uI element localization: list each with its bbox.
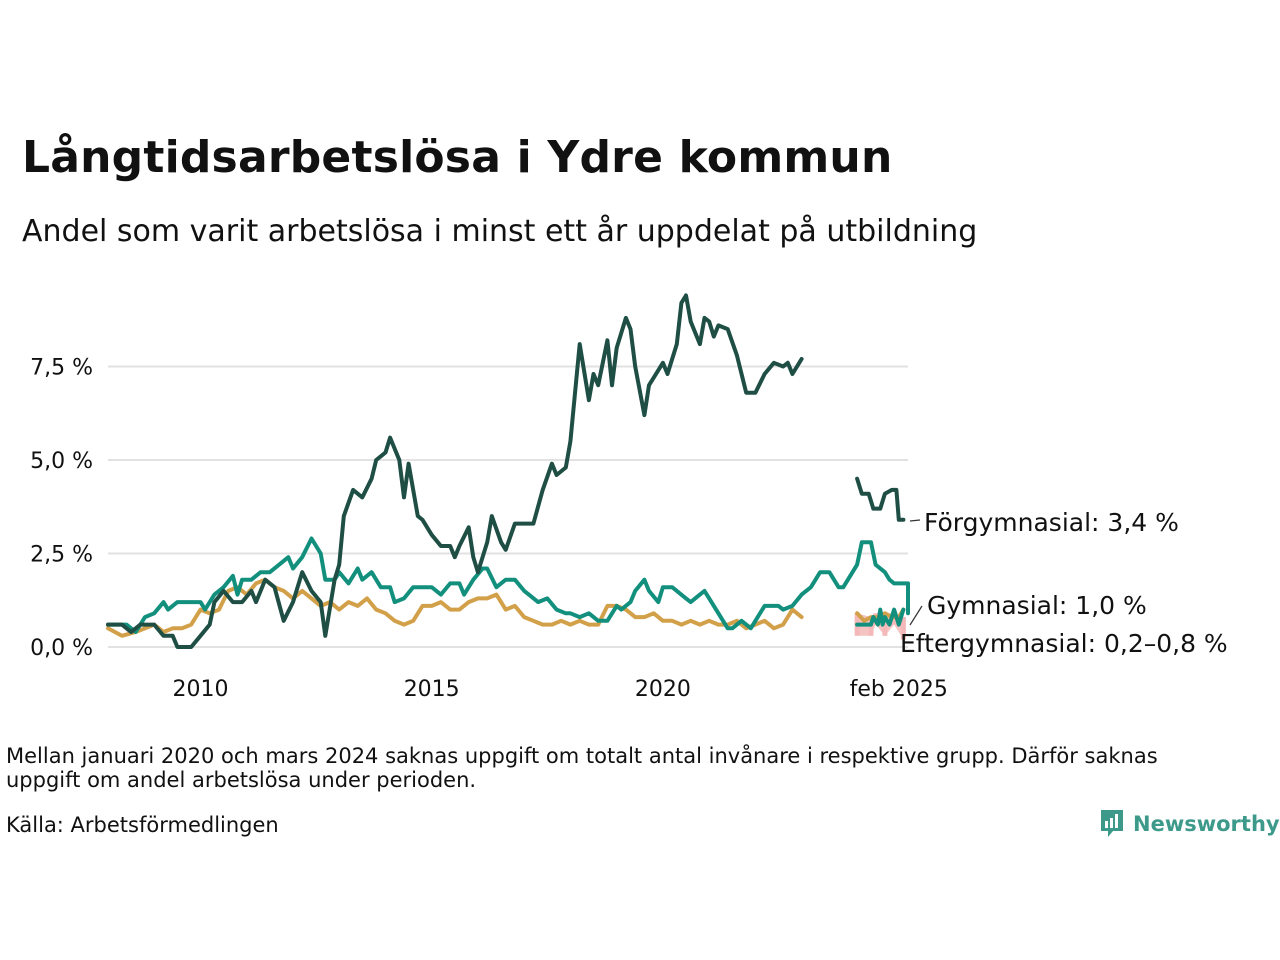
series-end-label: Eftergymnasial: 0,2–0,8 % (900, 629, 1228, 658)
y-axis: 0,0 % 2,5 % 5,0 % 7,5 % (30, 356, 93, 662)
y-tick-label: 5,0 % (30, 449, 93, 474)
y-tick-label: 0,0 % (30, 636, 93, 661)
y-tick-label: 2,5 % (30, 543, 93, 568)
label-leader-line (909, 605, 923, 626)
newsworthy-logo-icon (1101, 810, 1123, 837)
series-line-gymnasial (855, 607, 906, 627)
series-end-labels: Förgymnasial: 3,4 % Gymnasial: 1,0 % Efter… (900, 508, 1228, 658)
label-leader-line (909, 519, 921, 522)
chart-subtitle: Andel som varit arbetslösa i minst ett å… (22, 214, 978, 249)
x-axis: 2010 2015 2020 feb 2025 (172, 677, 947, 702)
x-tick-label: 2020 (635, 677, 691, 702)
x-tick-label: 2010 (172, 677, 228, 702)
footnote: Mellan januari 2020 och mars 2024 saknas… (6, 744, 1158, 792)
line-chart: 0,0 % 2,5 % 5,0 % 7,5 % 2010 2015 2020 feb 202… (30, 293, 1228, 702)
brand-name: Newsworthy (1133, 812, 1280, 836)
series-lines (106, 293, 910, 649)
series-line-gymnasial (106, 536, 910, 634)
brand-logo[interactable]: Newsworthy (1099, 807, 1280, 841)
series-line-forgymnasial (106, 293, 804, 649)
series-end-label: Gymnasial: 1,0 % (927, 591, 1147, 620)
chart-title: Långtidsarbetslösa i Ydre kommun (22, 132, 893, 183)
y-tick-label: 7,5 % (30, 356, 93, 381)
series-line-forgymnasial (855, 476, 906, 522)
series-line-eftergymnasial (106, 577, 804, 638)
x-tick-label: 2015 (404, 677, 460, 702)
source-note: Källa: Arbetsförmedlingen (6, 813, 279, 837)
series-end-label: Förgymnasial: 3,4 % (924, 508, 1179, 537)
grid-lines (108, 365, 908, 648)
x-tick-label: feb 2025 (850, 677, 948, 702)
